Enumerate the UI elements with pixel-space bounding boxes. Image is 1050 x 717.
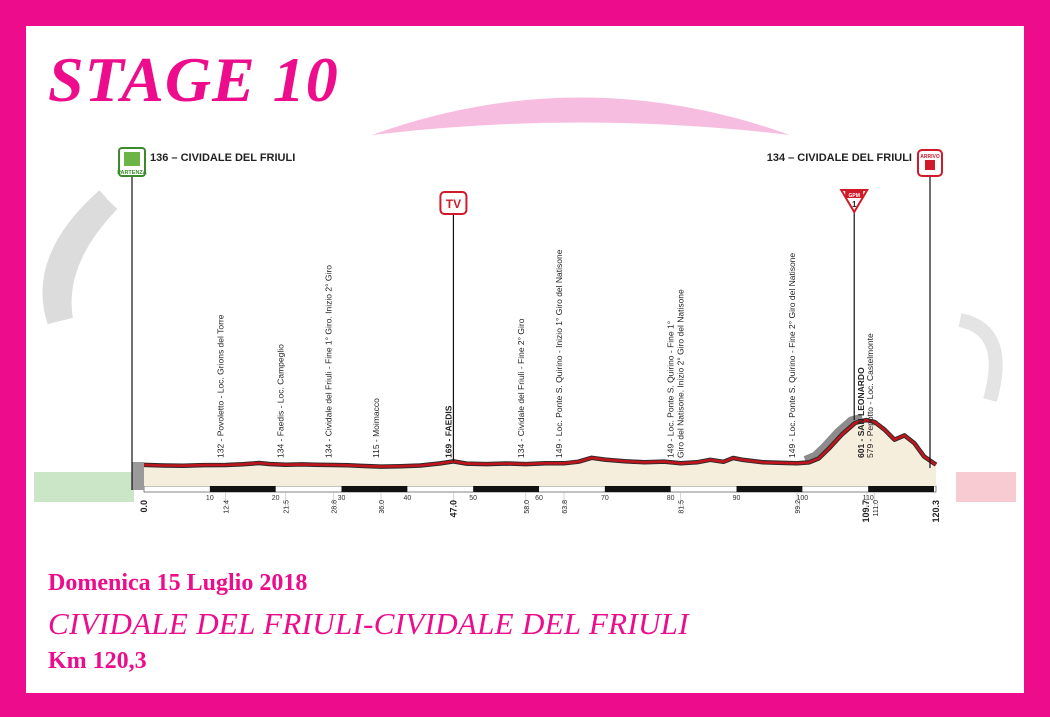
axis-scale-tick: 60 bbox=[535, 495, 543, 502]
waypoint-labels: 132 - Povoletto - Loc. Grions del Torre 1… bbox=[139, 249, 941, 522]
waypoint-label: 149 - Loc. Ponte S. Quirino - Fine 2° Gi… bbox=[787, 253, 797, 458]
km-label: 28.8 bbox=[332, 500, 339, 514]
waypoint-label: 579 - Pepotto - Loc. Castelmonte bbox=[865, 333, 875, 458]
watermark-flag-green bbox=[34, 472, 134, 502]
axis-segment bbox=[736, 486, 803, 492]
stage-card: STAGE 10 Domenica 15 Luglio 2018 CIVIDAL… bbox=[26, 26, 1024, 693]
finish-flag-icon-fill bbox=[925, 160, 935, 170]
km-label: 0.0 bbox=[139, 500, 149, 513]
waypoint-label: 134 - Cividale del Friuli - Fine 2° Giro bbox=[516, 318, 526, 458]
km-label: 109.7 bbox=[861, 500, 871, 523]
km-label: 12.4 bbox=[224, 500, 231, 514]
kom-category: 1 bbox=[852, 200, 857, 209]
axis-segment bbox=[341, 486, 408, 492]
axis-segment bbox=[604, 486, 671, 492]
watermark-letter-left bbox=[42, 190, 118, 325]
axis-scale-tick: 50 bbox=[469, 495, 477, 502]
tv-label: TV bbox=[446, 197, 461, 211]
profile-fill bbox=[144, 420, 936, 486]
km-label: 111.0 bbox=[873, 500, 880, 517]
axis-scale-tick: 10 bbox=[206, 495, 214, 502]
watermark-letter-right bbox=[958, 313, 1003, 402]
profile-line bbox=[143, 418, 937, 468]
waypoint-label: 149 - Loc. Ponte S. Quirino - Inizio 1° … bbox=[554, 249, 564, 458]
distance-axis: 10 20 30 40 50 60 70 80 90 100 110 bbox=[143, 485, 937, 502]
waypoint-label: Giro del Natisone. Inizio 2° Giro del Na… bbox=[676, 289, 686, 458]
start-label: 136 – CIVIDALE DEL FRIULI bbox=[150, 152, 295, 164]
waypoint-label: 132 - Povoletto - Loc. Grions del Torre bbox=[216, 314, 226, 458]
start-badge-text: PARTENZA bbox=[117, 170, 147, 176]
profile-start-block bbox=[132, 462, 144, 490]
axis-scale-tick: 70 bbox=[601, 495, 609, 502]
waypoint-label: 115 - Moimacco bbox=[371, 398, 381, 458]
climb-shadow bbox=[803, 413, 864, 463]
profile-area bbox=[132, 413, 938, 490]
km-label: 63.8 bbox=[562, 500, 569, 514]
axis-segment bbox=[868, 486, 935, 492]
km-label: 99.2 bbox=[795, 500, 802, 514]
km-label: 120.3 bbox=[931, 500, 941, 523]
axis-scale-tick: 80 bbox=[667, 495, 675, 502]
watermark-flag-red bbox=[956, 472, 1016, 502]
finish-badge-text: ARRIVO bbox=[920, 154, 940, 160]
kom-label: GPM bbox=[849, 193, 860, 199]
waypoint-label: 134 - Faedis - Loc. Campeglio bbox=[276, 344, 286, 458]
axis-segment bbox=[473, 486, 540, 492]
axis-scale-tick: 100 bbox=[797, 495, 809, 502]
tv-icon bbox=[439, 191, 468, 215]
axis-scale-tick: 110 bbox=[863, 495, 874, 502]
km-label: 81.5 bbox=[679, 500, 686, 514]
km-label: 36.0 bbox=[379, 500, 386, 514]
finish-label: 134 – CIVIDALE DEL FRIULI bbox=[767, 152, 912, 164]
stage-date: Domenica 15 Luglio 2018 bbox=[48, 570, 308, 596]
stage-distance: Km 120,3 bbox=[48, 648, 147, 674]
waypoint-label: 601 - SAN LEONARDO bbox=[856, 367, 866, 458]
km-label: 58.0 bbox=[524, 500, 531, 514]
stage-route: CIVIDALE DEL FRIULI-CIVIDALE DEL FRIULI bbox=[48, 606, 689, 641]
axis-scale-tick: 20 bbox=[272, 495, 280, 502]
kom-icon-band bbox=[845, 191, 864, 198]
waypoint-label: 134 - Cividale del Friuli - Fine 1° Giro… bbox=[324, 265, 334, 458]
km-label: 21.5 bbox=[284, 500, 291, 514]
axis-scale-tick: 90 bbox=[733, 495, 741, 502]
watermark-arc bbox=[372, 97, 790, 135]
axis-segment bbox=[209, 486, 276, 492]
km-label: 47.0 bbox=[448, 500, 458, 518]
start-flag-icon-fill bbox=[124, 152, 140, 166]
axis-scale-tick: 40 bbox=[403, 495, 411, 502]
watermark bbox=[34, 97, 1016, 502]
waypoint-label: 149 - Loc. Ponte S. Quirino - Fine 1° bbox=[666, 321, 676, 458]
axis-scale-tick: 30 bbox=[338, 495, 346, 502]
waypoint-label: 169 - FAEDIS bbox=[443, 405, 453, 458]
stage-title: STAGE 10 bbox=[48, 44, 339, 115]
